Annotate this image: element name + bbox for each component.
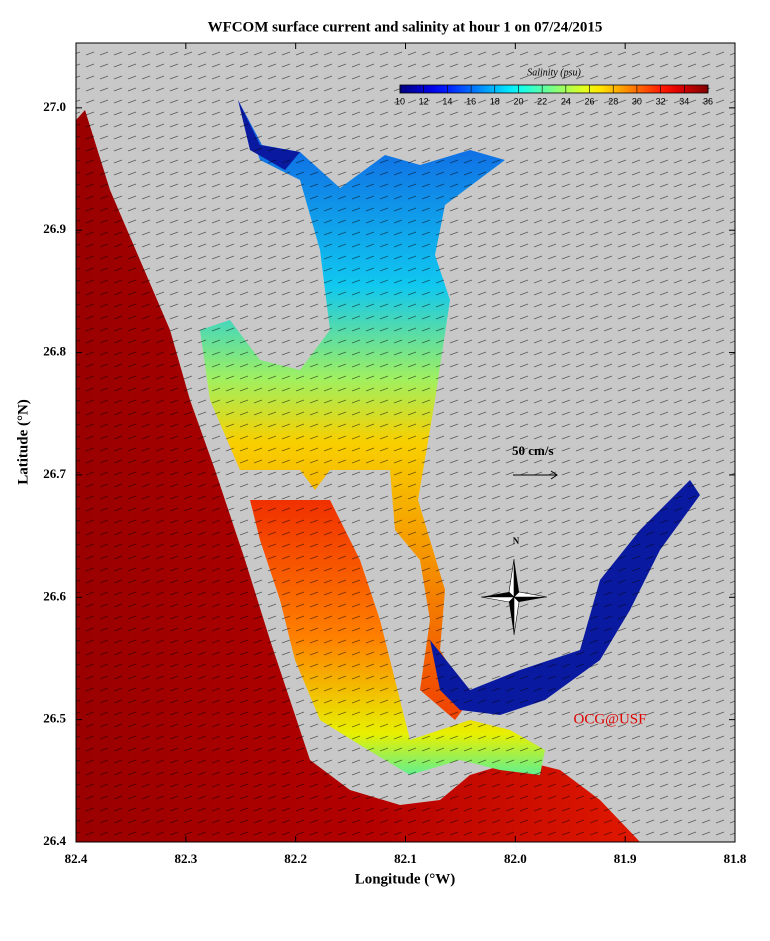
y-tick-label: 26.8 — [43, 344, 66, 359]
y-tick-label: 26.5 — [43, 711, 66, 726]
colorbar-tick-label: 10 — [395, 96, 405, 106]
colorbar-tick-label: 12 — [419, 96, 429, 106]
x-tick-label: 82.0 — [504, 851, 527, 866]
colorbar-tick-label: 26 — [585, 96, 595, 106]
colorbar-ramp — [399, 84, 709, 94]
x-tick-label: 82.1 — [394, 851, 417, 866]
y-tick-label: 27.0 — [43, 99, 66, 114]
colorbar-tick-label: 20 — [513, 96, 523, 106]
compass — [480, 558, 548, 636]
y-tick-label: 26.6 — [43, 588, 66, 603]
x-tick-label: 82.3 — [174, 851, 197, 866]
colorbar-tick-label: 32 — [656, 96, 666, 106]
y-tick-label: 26.7 — [43, 466, 66, 481]
x-tick-label: 82.2 — [284, 851, 307, 866]
scale-arrow — [513, 470, 558, 480]
colorbar-tick-label: 28 — [608, 96, 618, 106]
colorbar-tick-label: 14 — [442, 96, 452, 106]
x-axis-label: Longitude (°W) — [355, 871, 456, 887]
colorbar-tick-label: 22 — [537, 96, 547, 106]
colorbar-tick-label: 24 — [561, 96, 571, 106]
colorbar-tick-label: 18 — [490, 96, 500, 106]
axes: 82.4 82.3 82.2 82.1 82.0 81.9 81.8 26.4 26.5 26.6… — [43, 43, 747, 866]
credit: OCG@USF — [573, 711, 646, 727]
current-vectors — [76, 43, 735, 842]
y-axis-label: Latitude (°N) — [15, 399, 31, 485]
y-tick-label: 26.4 — [43, 833, 66, 848]
map-area — [76, 43, 735, 842]
colorbar: Salinity (psu) 10 12 14 16 18 20 22 24 26 28 30 32 3… — [395, 67, 713, 106]
scale-label: 50 cm/s — [512, 443, 554, 458]
colorbar-tick-label: 16 — [466, 96, 476, 106]
x-tick-label: 81.9 — [614, 851, 637, 866]
x-tick-label: 81.8 — [724, 851, 747, 866]
colorbar-tick-label: 34 — [679, 96, 689, 106]
title: WFCOM surface current and salinity at ho… — [208, 19, 603, 35]
y-tick-label: 26.9 — [43, 221, 66, 236]
colorbar-label: Salinity (psu) — [527, 67, 581, 78]
north-label: N — [513, 536, 520, 546]
colorbar-tick-label: 30 — [632, 96, 642, 106]
colorbar-tick-label: 36 — [703, 96, 713, 106]
x-tick-label: 82.4 — [65, 851, 88, 866]
